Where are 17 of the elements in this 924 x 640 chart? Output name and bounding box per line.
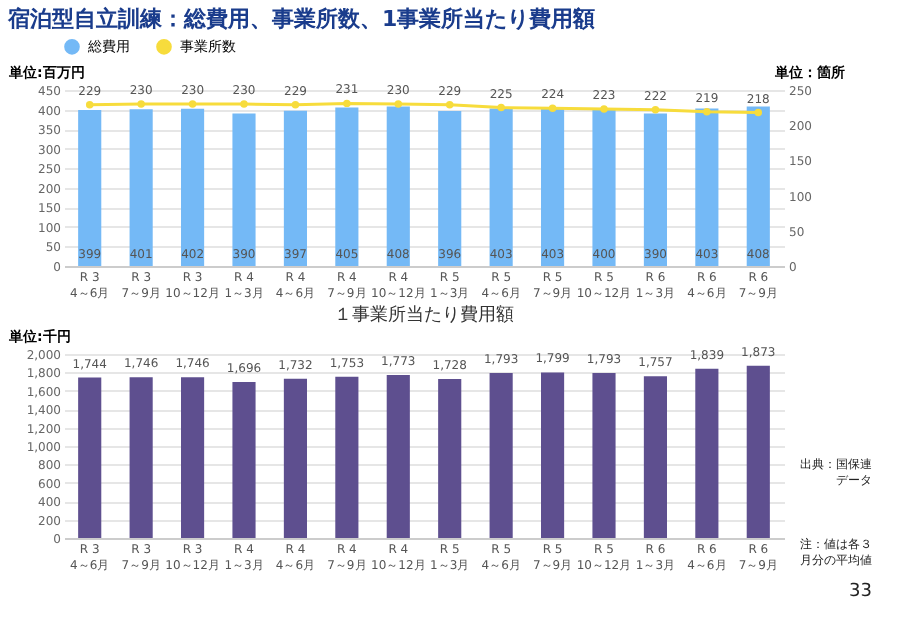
bar	[438, 379, 462, 538]
bar	[283, 378, 307, 538]
bar	[78, 377, 102, 538]
bar	[643, 376, 667, 538]
bar	[541, 372, 565, 538]
bar	[489, 373, 513, 538]
bar	[695, 368, 719, 538]
text: 33	[849, 582, 872, 602]
bar	[746, 365, 770, 538]
chart-title: １事業所当たり費用額	[334, 304, 514, 326]
bar	[386, 374, 410, 538]
bar	[592, 373, 616, 538]
bar	[129, 377, 153, 538]
bar	[335, 376, 359, 538]
bar	[232, 381, 256, 538]
bar	[181, 377, 205, 538]
chart-title: 宿泊型自立訓練：総費用、事業所数、1事業所当たり費用額	[6, 6, 596, 32]
